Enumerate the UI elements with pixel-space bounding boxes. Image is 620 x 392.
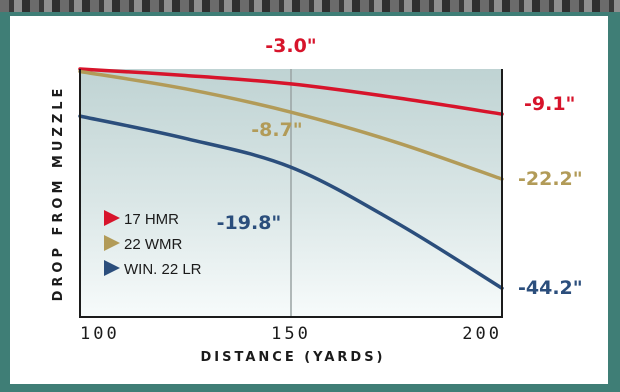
data-label-0: -3.0" [265, 35, 316, 57]
legend-marker-2 [104, 260, 120, 276]
y-axis-title: DROP FROM MUZZLE [51, 85, 66, 302]
data-label-3: -22.2" [518, 168, 583, 190]
x-tick-label-0: 100 [80, 324, 120, 344]
data-label-5: -44.2" [518, 277, 583, 299]
x-tick-label-1: 150 [271, 324, 311, 344]
series-line-2 [78, 114, 504, 290]
legend-label-1: 22 WMR [124, 236, 183, 253]
legend-marker-0 [104, 210, 120, 226]
background-photo-strip [0, 0, 620, 12]
chart-panel: -3.0" -9.1" -8.7" -22.2" -19.8" -44.2" 100 150… [10, 16, 608, 384]
series-line-1 [78, 69, 504, 181]
legend-marker-1 [104, 235, 120, 251]
x-axis-line [79, 69, 503, 318]
series-line-0 [78, 67, 504, 116]
legend-label-2: WIN. 22 LR [124, 261, 202, 278]
drop-chart: -3.0" -9.1" -8.7" -22.2" -19.8" -44.2" 100 150… [51, 35, 583, 365]
data-label-2: -8.7" [251, 119, 302, 141]
legend: 17 HMR 22 WMR WIN. 22 LR [104, 210, 202, 278]
x-tick-label-2: 200 [462, 324, 502, 344]
data-label-1: -9.1" [524, 93, 575, 115]
legend-label-0: 17 HMR [124, 211, 179, 228]
x-axis-title: DISTANCE (YARDS) [200, 350, 385, 365]
data-label-4: -19.8" [217, 212, 282, 234]
